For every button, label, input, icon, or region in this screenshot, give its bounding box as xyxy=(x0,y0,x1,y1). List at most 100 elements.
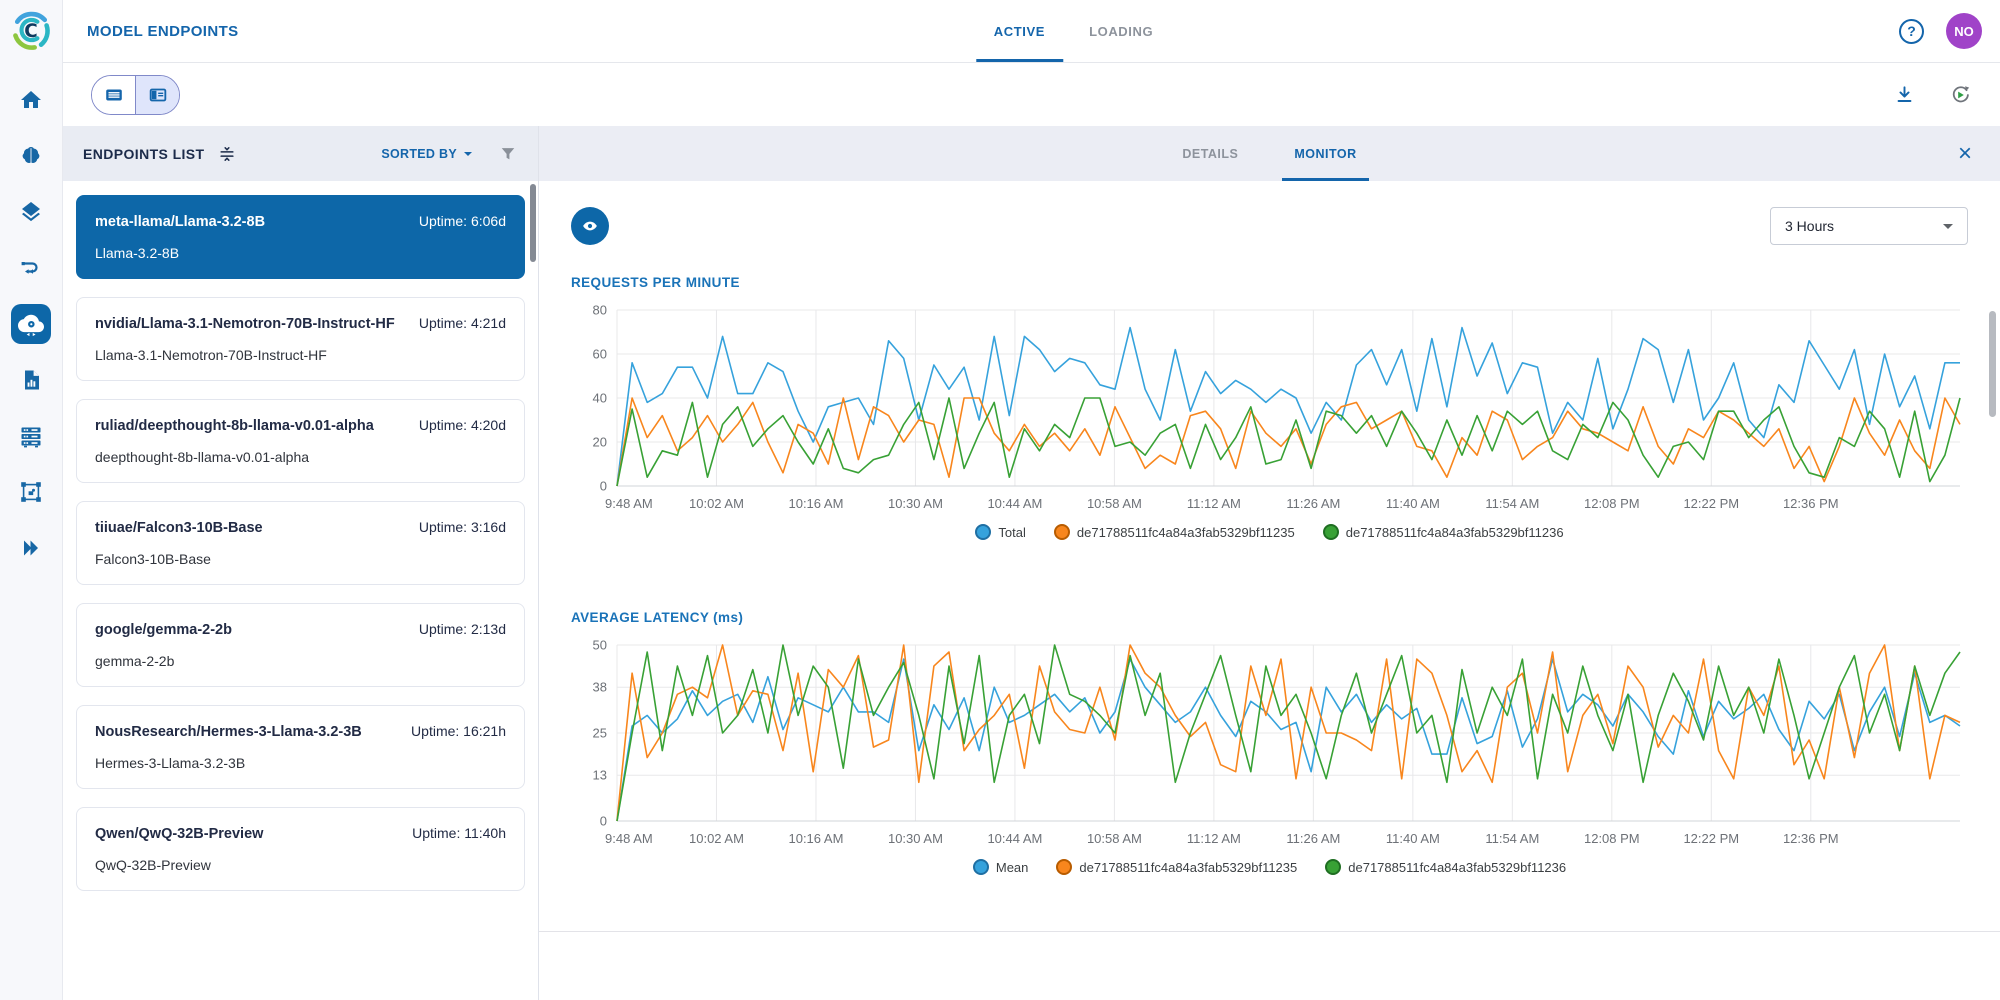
tab-loading[interactable]: LOADING xyxy=(1067,0,1175,62)
endpoint-subtitle: Llama-3.1-Nemotron-70B-Instruct-HF xyxy=(95,347,506,363)
endpoint-subtitle: Falcon3-10B-Base xyxy=(95,551,506,567)
view-toggle xyxy=(91,75,180,115)
monitor-scrollbar[interactable] xyxy=(1989,311,1996,417)
endpoint-card[interactable]: Qwen/QwQ-32B-Preview Uptime: 11:40h QwQ-32… xyxy=(76,807,525,891)
help-icon[interactable]: ? xyxy=(1899,19,1924,44)
tab-details[interactable]: DETAILS xyxy=(1154,126,1266,181)
endpoint-uptime: Uptime: 16:21h xyxy=(411,723,506,739)
endpoint-uptime: Uptime: 4:21d xyxy=(419,315,506,331)
toolbar-right xyxy=(1893,83,2000,107)
endpoint-uptime: Uptime: 11:40h xyxy=(412,825,506,841)
legend-marker xyxy=(1323,524,1339,540)
svg-text:11:40 AM: 11:40 AM xyxy=(1386,496,1440,511)
sidebar-item-home[interactable] xyxy=(11,80,51,120)
sidebar-item-deployments[interactable] xyxy=(11,304,51,344)
auto-refresh-button[interactable] xyxy=(1948,83,1972,107)
app-logo[interactable]: C xyxy=(9,8,53,52)
list-view-button[interactable] xyxy=(92,76,135,114)
visibility-button[interactable] xyxy=(571,207,609,245)
nav-rail-items xyxy=(11,80,51,568)
topbar-right: ? NO xyxy=(1899,13,2000,49)
legend-label: de71788511fc4a84a3fab5329bf11235 xyxy=(1079,860,1297,875)
svg-text:11:26 AM: 11:26 AM xyxy=(1286,496,1340,511)
double-chevron-icon xyxy=(19,536,43,560)
auto-refresh-icon xyxy=(1948,83,1972,107)
legend-marker xyxy=(973,859,989,875)
legend-item[interactable]: de71788511fc4a84a3fab5329bf11235 xyxy=(1056,859,1297,875)
svg-text:38: 38 xyxy=(593,680,607,695)
legend-item[interactable]: de71788511fc4a84a3fab5329bf11235 xyxy=(1054,524,1295,540)
average-latency-chart: 9:48 AM10:02 AM10:16 AM10:30 AM10:44 AM1… xyxy=(571,637,1968,853)
endpoint-subtitle: QwQ-32B-Preview xyxy=(95,857,506,873)
app-root: C xyxy=(0,0,2000,1000)
svg-text:12:08 PM: 12:08 PM xyxy=(1584,496,1640,511)
sidebar-item-labeling[interactable] xyxy=(11,472,51,512)
sidebar-item-compute[interactable] xyxy=(11,416,51,456)
endpoint-subtitle: Hermes-3-Llama-3.2-3B xyxy=(95,755,506,771)
sorted-by-dropdown[interactable]: SORTED BY xyxy=(381,147,472,161)
endpoint-card[interactable]: google/gemma-2-2bUptime: 2:13dgemma-2-2b xyxy=(76,603,525,687)
endpoint-name: Qwen/QwQ-32B-Preview xyxy=(95,826,263,842)
workflow-icon xyxy=(19,256,43,280)
latency-chart-legend: Mean de71788511fc4a84a3fab5329bf11235 de71… xyxy=(571,859,1968,875)
svg-text:10:16 AM: 10:16 AM xyxy=(788,831,843,846)
endpoint-card[interactable]: NousResearch/Hermes-3-Llama-3.2-3BUptime… xyxy=(76,705,525,789)
tab-active[interactable]: ACTIVE xyxy=(972,0,1067,62)
svg-text:10:44 AM: 10:44 AM xyxy=(987,496,1042,511)
legend-label: Total xyxy=(998,525,1025,540)
download-button[interactable] xyxy=(1893,83,1916,106)
endpoints-scrollbar[interactable] xyxy=(530,184,536,262)
legend-marker xyxy=(1325,859,1341,875)
split-view-button[interactable] xyxy=(135,76,179,114)
bottom-divider xyxy=(539,931,2000,932)
avatar[interactable]: NO xyxy=(1946,13,1982,49)
svg-text:10:30 AM: 10:30 AM xyxy=(888,496,943,511)
sidebar-item-modules[interactable] xyxy=(11,528,51,568)
legend-item[interactable]: de71788511fc4a84a3fab5329bf11236 xyxy=(1325,859,1566,875)
sidebar-item-models[interactable] xyxy=(11,136,51,176)
endpoint-name: google/gemma-2-2b xyxy=(95,622,232,638)
endpoint-card[interactable]: ruliad/deepthought-8b-llama-v0.01-alphaU… xyxy=(76,399,525,483)
filter-button[interactable] xyxy=(498,144,518,164)
legend-item[interactable]: de71788511fc4a84a3fab5329bf11236 xyxy=(1323,524,1564,540)
sidebar-item-layers[interactable] xyxy=(11,192,51,232)
endpoints-panel: ENDPOINTS LIST SORTED BY meta-llama/Llam… xyxy=(63,126,539,1000)
endpoint-card[interactable]: meta-llama/Llama-3.2-8BUptime: 6:06dLlam… xyxy=(76,195,525,279)
main-column: MODEL ENDPOINTS ACTIVE LOADING ? NO xyxy=(63,0,2000,1000)
endpoint-card[interactable]: tiiuae/Falcon3-10B-BaseUptime: 3:16dFalc… xyxy=(76,501,525,585)
svg-text:10:30 AM: 10:30 AM xyxy=(888,831,943,846)
time-range-value: 3 Hours xyxy=(1785,218,1834,234)
svg-text:10:44 AM: 10:44 AM xyxy=(987,831,1042,846)
endpoint-uptime: Uptime: 4:20d xyxy=(419,417,506,433)
endpoint-name: nvidia/Llama-3.1-Nemotron-70B-Instruct-H… xyxy=(95,316,395,332)
filter-icon xyxy=(498,144,518,164)
tune-button[interactable] xyxy=(217,144,237,164)
monitor-tabbar: DETAILS MONITOR × xyxy=(539,126,2000,181)
legend-marker xyxy=(1054,524,1070,540)
time-range-select[interactable]: 3 Hours xyxy=(1770,207,1968,245)
svg-text:11:12 AM: 11:12 AM xyxy=(1187,831,1241,846)
svg-text:50: 50 xyxy=(593,638,607,653)
legend-item[interactable]: Mean xyxy=(973,859,1029,875)
endpoint-name: meta-llama/Llama-3.2-8B xyxy=(95,214,265,230)
svg-text:13: 13 xyxy=(593,768,607,783)
endpoints-list-title: ENDPOINTS LIST xyxy=(83,146,205,162)
monitor-panel: DETAILS MONITOR × 3 Hours REQUEST xyxy=(539,126,2000,1000)
tab-monitor[interactable]: MONITOR xyxy=(1266,126,1384,181)
sidebar-item-reports[interactable] xyxy=(11,360,51,400)
list-view-icon xyxy=(103,84,125,106)
nav-rail: C xyxy=(0,0,63,1000)
endpoint-uptime: Uptime: 6:06d xyxy=(419,213,506,229)
latency-chart-title: AVERAGE LATENCY (ms) xyxy=(571,610,1968,625)
endpoint-card[interactable]: nvidia/Llama-3.1-Nemotron-70B-Instruct-H… xyxy=(76,297,525,381)
sidebar-item-workflows[interactable] xyxy=(11,248,51,288)
svg-text:10:02 AM: 10:02 AM xyxy=(689,496,744,511)
svg-text:25: 25 xyxy=(593,726,607,741)
legend-item[interactable]: Total xyxy=(975,524,1025,540)
requests-per-minute-chart: 9:48 AM10:02 AM10:16 AM10:30 AM10:44 AM1… xyxy=(571,302,1968,518)
svg-text:9:48 AM: 9:48 AM xyxy=(605,831,653,846)
close-icon[interactable]: × xyxy=(1958,144,1972,164)
svg-text:10:58 AM: 10:58 AM xyxy=(1087,496,1142,511)
svg-text:80: 80 xyxy=(593,303,607,318)
page-title: MODEL ENDPOINTS xyxy=(87,23,239,40)
